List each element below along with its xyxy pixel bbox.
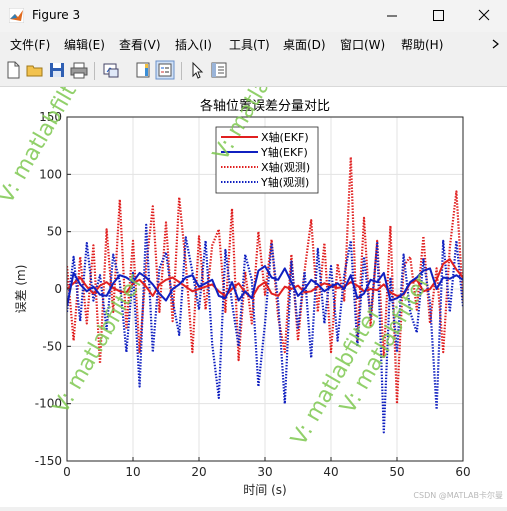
open-file-icon[interactable]: [25, 60, 45, 80]
x-tick-label: 0: [63, 465, 71, 479]
property-inspector-icon[interactable]: [209, 60, 229, 80]
series-line-1: [67, 265, 463, 307]
maximize-icon: [433, 10, 444, 21]
menu-help[interactable]: 帮助(H): [401, 38, 444, 52]
minimize-button[interactable]: [369, 0, 415, 32]
y-axis-label: 误差 (m): [14, 265, 28, 314]
y-tick-label: -100: [35, 397, 62, 411]
menu-desktop[interactable]: 桌面(D): [283, 38, 326, 52]
close-button[interactable]: [461, 0, 507, 32]
y-tick-label: 50: [47, 225, 62, 239]
maximize-button[interactable]: [415, 0, 461, 32]
y-tick-label: -150: [35, 454, 62, 468]
menu-view[interactable]: 查看(V): [119, 38, 161, 52]
figure-canvas: 0 10 20 30 40 50 60 -150 -100 -50 0 50 100 150 各轴位置误差…: [0, 17, 507, 507]
legend-label-2: X轴(观测): [261, 160, 310, 174]
legend-label-1: Y轴(EKF): [260, 145, 308, 159]
series-line-0: [67, 258, 463, 300]
x-tick-label: 20: [191, 465, 206, 479]
footer-credit: CSDN @MATLAB卡尔曼: [413, 490, 503, 500]
ticks: 0 10 20 30 40 50 60 -150 -100 -50 0 50 100 150: [35, 110, 471, 479]
edit-plot-pointer-icon[interactable]: [187, 60, 207, 80]
x-tick-label: 50: [389, 465, 404, 479]
figure-toolbar: [0, 56, 507, 87]
print-icon[interactable]: [69, 60, 89, 80]
insert-colorbar-icon[interactable]: [133, 60, 153, 80]
menu-bar: 文件(F) 编辑(E) 查看(V) 插入(I) 工具(T) 桌面(D) 窗口(W…: [0, 32, 507, 56]
menu-overflow-icon[interactable]: [490, 38, 504, 50]
menu-file[interactable]: 文件(F): [10, 38, 51, 52]
chart: 0 10 20 30 40 50 60 -150 -100 -50 0 50 100 150 各轴位置误差…: [0, 17, 503, 500]
legend-label-3: Y轴(观测): [260, 175, 309, 189]
x-tick-label: 10: [125, 465, 140, 479]
link-plot-icon[interactable]: [101, 60, 121, 80]
window-title: Figure 3: [32, 8, 81, 22]
window-titlebar: Figure 3: [0, 0, 507, 32]
y-tick-label: -50: [42, 339, 62, 353]
menu-insert[interactable]: 插入(I): [175, 38, 212, 52]
x-axis-label: 时间 (s): [243, 483, 286, 497]
toolbar-separator: [181, 62, 182, 80]
menu-tools[interactable]: 工具(T): [229, 38, 270, 52]
x-tick-label: 60: [455, 465, 470, 479]
save-icon[interactable]: [47, 60, 67, 80]
toolbar-separator: [94, 62, 95, 80]
series-line-2: [67, 155, 463, 405]
legend-label-0: X轴(EKF): [261, 130, 309, 144]
series-line-3: [67, 223, 463, 434]
menu-edit[interactable]: 编辑(E): [64, 38, 105, 52]
y-tick-label: 100: [39, 167, 62, 181]
y-tick-label: 0: [54, 282, 62, 296]
insert-legend-icon[interactable]: [155, 60, 175, 80]
y-tick-label: 150: [39, 110, 62, 124]
legend[interactable]: X轴(EKF)Y轴(EKF)X轴(观测)Y轴(观测): [215, 126, 319, 194]
minimize-icon: [387, 15, 397, 17]
menu-window[interactable]: 窗口(W): [340, 38, 386, 52]
new-figure-icon[interactable]: [3, 60, 23, 80]
close-icon: [478, 9, 490, 21]
chart-title: 各轴位置误差分量对比: [200, 98, 330, 114]
matlab-app-icon: [9, 8, 24, 23]
series-layer: [67, 155, 463, 434]
x-tick-label: 30: [257, 465, 272, 479]
x-tick-label: 40: [323, 465, 338, 479]
